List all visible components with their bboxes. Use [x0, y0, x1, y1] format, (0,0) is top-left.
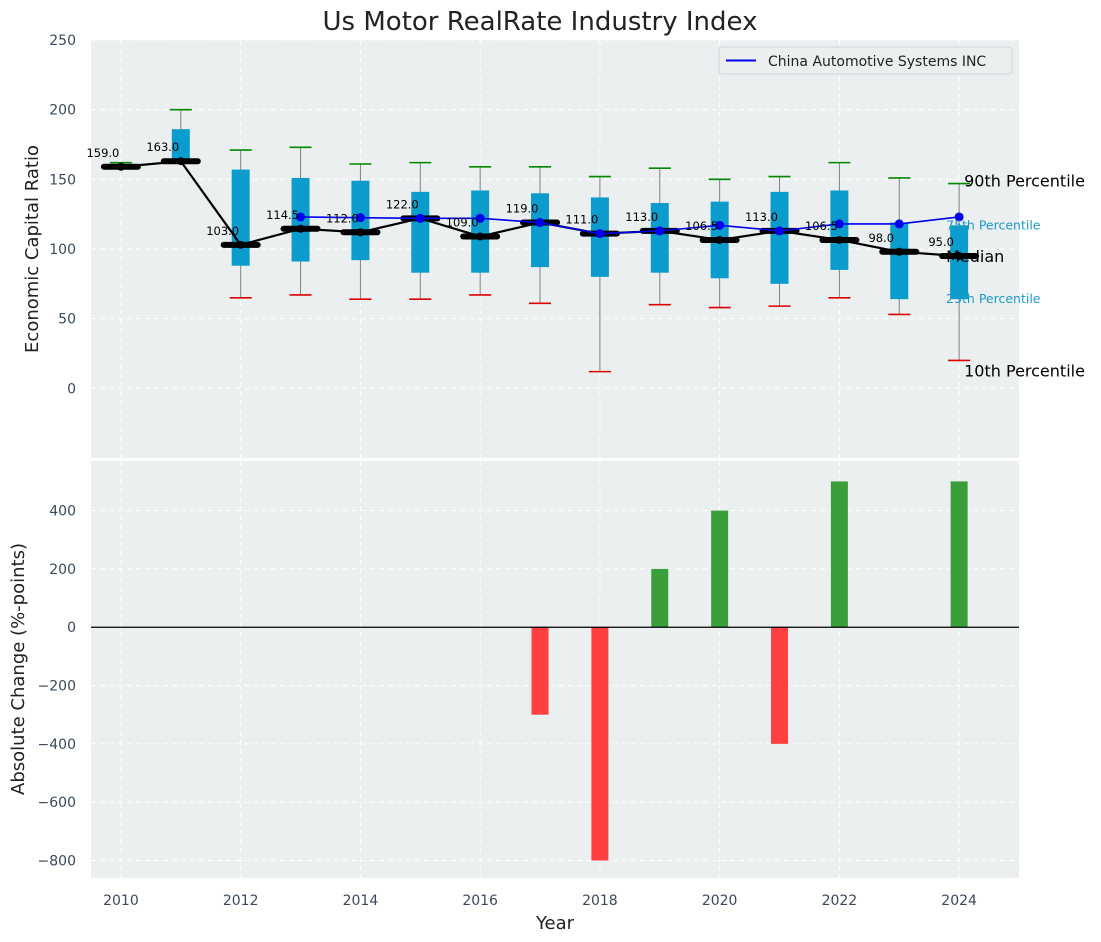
- iqr-box: [471, 190, 490, 273]
- iqr-box: [890, 222, 909, 300]
- iqr-box: [830, 190, 849, 270]
- x-tick-label: 2022: [822, 893, 858, 909]
- annotation-median: Median: [946, 247, 1004, 266]
- median-value-label: 114.5: [266, 208, 299, 222]
- bottom-y-tick-label: −400: [38, 737, 76, 753]
- company-point: [595, 229, 605, 239]
- bottom-y-tick-label: 200: [49, 562, 76, 578]
- median-value-label: 113.0: [745, 210, 778, 224]
- change-bar-positive: [950, 481, 968, 628]
- top-y-tick-label: 250: [49, 33, 76, 49]
- median-value-label: 163.0: [146, 140, 179, 154]
- company-point: [475, 213, 485, 223]
- bottom-y-axis-label: Absolute Change (%-points): [8, 543, 29, 795]
- company-line: [300, 216, 960, 235]
- bottom-y-ticks: 400 200 0 −200 −400 −600 −800: [38, 504, 76, 870]
- bottom-y-tick-label: 400: [49, 504, 76, 520]
- median-point: [356, 228, 365, 237]
- median-value-label: 103.0: [206, 224, 239, 238]
- change-bar-positive: [711, 510, 729, 628]
- x-ticks: 2010 2012 2014 2016 2018 2020 2022 2024: [103, 893, 977, 909]
- company-point: [954, 212, 964, 222]
- bottom-plot-area: [91, 461, 1019, 878]
- median-value-label: 159.0: [86, 146, 119, 160]
- median-value-label: 111.0: [565, 213, 598, 227]
- median-value-label: 98.0: [868, 231, 894, 245]
- bottom-y-tick-label: 0: [67, 620, 76, 636]
- annotation-p25: 25th Percentile: [946, 291, 1041, 306]
- median-point: [476, 232, 485, 241]
- iqr-box: [950, 225, 969, 300]
- iqr-box: [171, 129, 190, 162]
- top-y-axis-label: Economic Capital Ratio: [22, 145, 43, 353]
- median-value-label: 106.5: [685, 219, 718, 233]
- iqr-box: [650, 203, 669, 273]
- top-y-tick-label: 150: [49, 172, 76, 188]
- company-point: [655, 226, 665, 236]
- change-bar-negative: [591, 627, 609, 861]
- change-bar-positive: [651, 568, 669, 628]
- median-value-label: 112.0: [326, 211, 359, 225]
- iqr-box: [531, 193, 550, 268]
- bottom-y-tick-label: −600: [38, 795, 76, 811]
- median-value-label: 119.0: [506, 202, 539, 216]
- legend: China Automotive Systems INC: [718, 46, 1013, 75]
- median-point: [955, 251, 964, 260]
- x-tick-label: 2020: [702, 893, 738, 909]
- median-value-label: 95.0: [928, 235, 954, 249]
- iqr-box: [231, 169, 250, 266]
- chart-title: Us Motor RealRate Industry Index: [323, 7, 758, 37]
- median-value-label: 122.0: [386, 197, 419, 211]
- annotation-p75: 75th Percentile: [946, 217, 1041, 232]
- company-point: [715, 220, 725, 230]
- company-point: [415, 213, 425, 223]
- median-value-label: 113.0: [625, 210, 658, 224]
- median-value-label: 109.0: [446, 215, 479, 229]
- change-bar-negative: [771, 627, 789, 744]
- median-point: [116, 162, 125, 171]
- top-y-tick-label: 200: [49, 103, 76, 119]
- company-point: [296, 212, 306, 222]
- x-tick-label: 2012: [223, 893, 259, 909]
- median-value-label: 106.5: [805, 219, 838, 233]
- x-tick-label: 2010: [103, 893, 139, 909]
- top-y-ticks: 0 50 100 150 200 250: [49, 33, 76, 397]
- iqr-box: [770, 191, 789, 284]
- company-point: [834, 219, 844, 229]
- company-point: [355, 213, 365, 223]
- company-point: [894, 219, 904, 229]
- bottom-y-tick-label: −800: [38, 854, 76, 870]
- top-y-tick-label: 0: [67, 381, 76, 397]
- median-point: [236, 240, 245, 249]
- median-point: [715, 235, 724, 244]
- iqr-box: [411, 191, 430, 273]
- median-point: [176, 157, 185, 166]
- median-point: [296, 224, 305, 233]
- x-tick-label: 2014: [343, 893, 379, 909]
- legend-box: [718, 46, 1013, 75]
- annotation-p10: 10th Percentile: [964, 361, 1085, 380]
- company-point: [535, 218, 545, 228]
- x-tick-label: 2018: [582, 893, 618, 909]
- top-y-tick-label: 50: [58, 312, 76, 328]
- x-tick-label: 2016: [462, 893, 498, 909]
- legend-label-company: China Automotive Systems INC: [768, 54, 986, 70]
- top-y-tick-label: 100: [49, 242, 76, 258]
- bottom-y-tick-label: −200: [38, 679, 76, 695]
- company-point: [775, 226, 785, 236]
- x-axis-label: Year: [535, 913, 575, 934]
- change-bar-negative: [531, 627, 549, 715]
- median-point: [835, 235, 844, 244]
- x-tick-label: 2024: [941, 893, 977, 909]
- annotation-p90: 90th Percentile: [964, 172, 1085, 191]
- change-bar-positive: [830, 481, 848, 628]
- bottom-marks: [91, 481, 1019, 861]
- top-marks: 159.0 163.0 103.0 114.5 112.0 122.0 109.0 119.0…: [86, 108, 1085, 380]
- median-point: [895, 247, 904, 256]
